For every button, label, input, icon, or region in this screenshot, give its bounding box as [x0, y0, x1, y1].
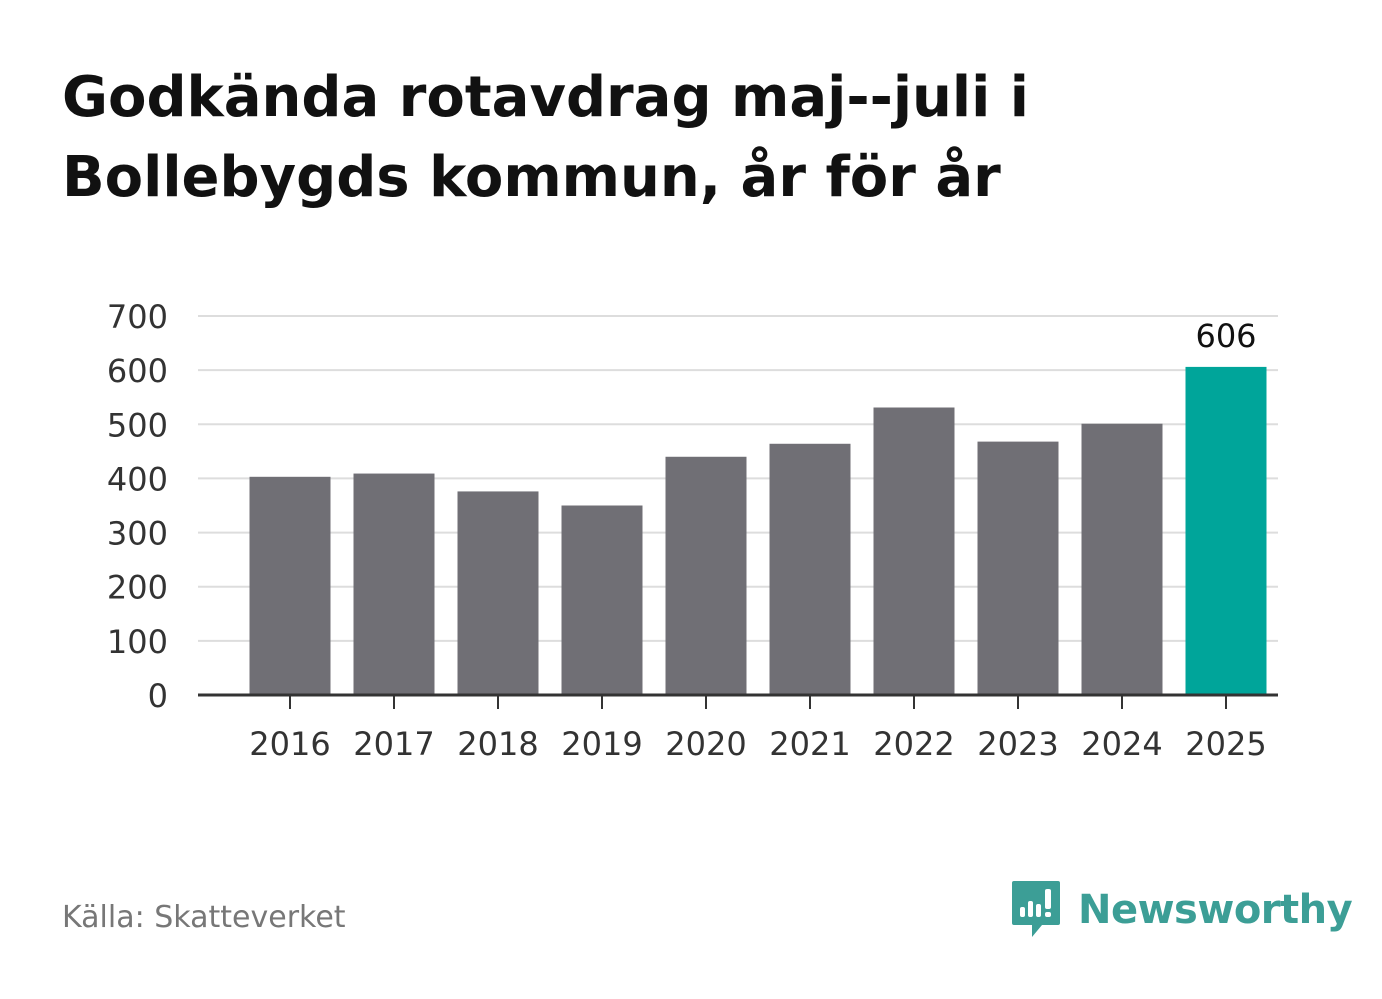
bar-2024 [1081, 423, 1163, 695]
chart-title-line-1: Godkända rotavdrag maj--juli i [62, 65, 1029, 130]
bar-2020 [665, 456, 747, 695]
chart-title: Godkända rotavdrag maj--juli i Bollebygd… [62, 58, 1262, 218]
y-tick-label: 200 [107, 569, 168, 607]
x-axis-tick-labels: 2016 2017 2018 2019 2020 2021 2022 2023 2024 2025 [249, 725, 1266, 763]
bars [249, 366, 1267, 695]
x-tick-label: 2021 [769, 725, 850, 763]
y-tick-label: 400 [107, 460, 168, 498]
y-tick-label: 500 [107, 406, 168, 444]
bar-2019 [561, 505, 643, 695]
x-tick-label: 2018 [457, 725, 538, 763]
x-tick-label: 2017 [353, 725, 434, 763]
chart-title-line-2: Bollebygds kommun, år för år [62, 145, 1001, 210]
bar-2022 [873, 407, 955, 695]
x-tick-label: 2020 [665, 725, 746, 763]
x-axis [198, 693, 1278, 709]
x-tick-label: 2025 [1185, 725, 1266, 763]
bar-2018 [457, 491, 539, 695]
bar-2016 [249, 476, 331, 695]
y-tick-label: 0 [148, 677, 168, 715]
x-tick-label: 2016 [249, 725, 330, 763]
data-labels: 606 [1195, 317, 1256, 355]
source-note: Källa: Skatteverket [62, 900, 346, 935]
bar-2023 [977, 441, 1059, 695]
bar-2021 [769, 443, 851, 695]
y-tick-label: 300 [107, 515, 168, 553]
brand-logo: Newsworthy [1010, 878, 1353, 942]
x-tick-label: 2022 [873, 725, 954, 763]
y-axis-tick-labels: 0 100 200 300 400 500 600 700 [107, 298, 168, 715]
data-label: 606 [1195, 317, 1256, 355]
y-tick-label: 100 [107, 623, 168, 661]
brand-name: Newsworthy [1078, 887, 1353, 933]
x-tick-label: 2024 [1081, 725, 1162, 763]
y-tick-label: 700 [107, 298, 168, 336]
newsworthy-logo-icon [1012, 881, 1060, 937]
y-tick-label: 600 [107, 352, 168, 390]
x-tick-label: 2019 [561, 725, 642, 763]
bar-2025 [1185, 366, 1267, 695]
x-tick-label: 2023 [977, 725, 1058, 763]
bar-2017 [353, 473, 435, 695]
